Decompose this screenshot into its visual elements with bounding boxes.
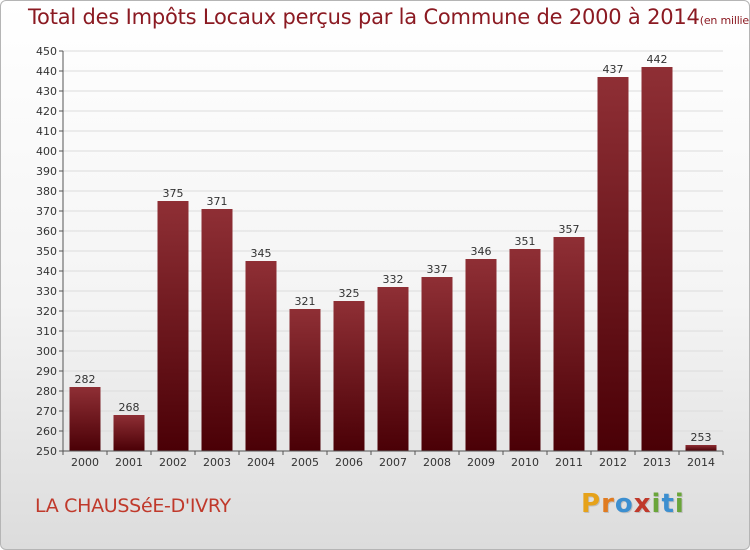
data-label-2004: 345: [251, 247, 272, 260]
x-tick-label: 2008: [423, 456, 451, 469]
data-label-2009: 346: [471, 245, 492, 258]
chart-title: Total des Impôts Locaux perçus par la Co…: [28, 5, 749, 29]
y-tick-label: 260: [36, 425, 57, 438]
data-labels: 282 268 375 371 345 321 325 332 337 346 351 357 437 4…: [75, 53, 712, 444]
bar-2000: [69, 387, 101, 451]
data-label-2001: 268: [119, 401, 140, 414]
x-tick-label: 2013: [643, 456, 671, 469]
x-tick-label: 2014: [687, 456, 715, 469]
y-tick-label: 430: [36, 85, 57, 98]
data-label-2012: 437: [603, 63, 624, 76]
bar-2004: [245, 261, 277, 451]
logo-letter: i: [674, 489, 685, 519]
data-label-2008: 337: [427, 263, 448, 276]
x-tick-label: 2002: [159, 456, 187, 469]
y-tick-label: 320: [36, 305, 57, 318]
y-tick-label: 390: [36, 165, 57, 178]
proxiti-logo: Proxiti: [581, 489, 685, 519]
chart-title-main: Total des Impôts Locaux perçus par la Co…: [28, 5, 700, 29]
data-label-2011: 357: [559, 223, 580, 236]
y-tick-label: 420: [36, 105, 57, 118]
bar-2014: [685, 445, 717, 451]
bar-2002: [157, 201, 189, 451]
y-tick-label: 360: [36, 225, 57, 238]
y-tick-label: 370: [36, 205, 57, 218]
x-tick-label: 2006: [335, 456, 363, 469]
y-tick-label: 300: [36, 345, 57, 358]
y-tick-label: 450: [36, 45, 57, 58]
logo-letter: o: [614, 489, 634, 519]
logo-letter: P: [581, 489, 602, 519]
bar-2010: [509, 249, 541, 451]
y-tick-label: 340: [36, 265, 57, 278]
x-tick-label: 2010: [511, 456, 539, 469]
x-tick-label: 2003: [203, 456, 231, 469]
axes: 250 260 270 280 290 300 310 320 330 340 350 360 370 3…: [36, 45, 724, 469]
y-tick-label: 290: [36, 365, 57, 378]
logo-letter: t: [661, 489, 675, 519]
x-tick-label: 2001: [115, 456, 143, 469]
y-tick-label: 250: [36, 445, 57, 458]
bars: [69, 67, 717, 451]
bar-2005: [289, 309, 321, 451]
data-label-2014: 253: [691, 431, 712, 444]
x-tick-label: 2004: [247, 456, 275, 469]
bar-2013: [641, 67, 673, 451]
bar-2008: [421, 277, 453, 451]
y-tick-label: 400: [36, 145, 57, 158]
y-tick-label: 330: [36, 285, 57, 298]
data-label-2010: 351: [515, 235, 536, 248]
data-label-2003: 371: [207, 195, 228, 208]
y-tick-label: 410: [36, 125, 57, 138]
logo-letter: i: [651, 489, 662, 519]
chart-title-unit: (en milliers d'€): [699, 14, 749, 27]
x-tick-label: 2000: [71, 456, 99, 469]
bar-2006: [333, 301, 365, 451]
x-tick-label: 2007: [379, 456, 407, 469]
bar-2012: [597, 77, 629, 451]
bar-2009: [465, 259, 497, 451]
y-tick-label: 310: [36, 325, 57, 338]
data-label-2002: 375: [163, 187, 184, 200]
data-label-2000: 282: [75, 373, 96, 386]
bar-2001: [113, 415, 145, 451]
x-tick-label: 2012: [599, 456, 627, 469]
data-label-2013: 442: [647, 53, 668, 66]
y-tick-label: 440: [36, 65, 57, 78]
logo-letter: x: [633, 489, 652, 519]
y-tick-label: 350: [36, 245, 57, 258]
bar-2007: [377, 287, 409, 451]
data-label-2007: 332: [383, 273, 404, 286]
data-label-2005: 321: [295, 295, 316, 308]
bar-2011: [553, 237, 585, 451]
x-tick-label: 2005: [291, 456, 319, 469]
logo-letter: r: [601, 489, 615, 519]
y-tick-label: 280: [36, 385, 57, 398]
y-tick-label: 380: [36, 185, 57, 198]
x-tick-label: 2011: [555, 456, 583, 469]
commune-name: LA CHAUSSéE-D'IVRY: [35, 495, 231, 517]
data-label-2006: 325: [339, 287, 360, 300]
x-tick-label: 2009: [467, 456, 495, 469]
y-tick-label: 270: [36, 405, 57, 418]
bar-2003: [201, 209, 233, 451]
